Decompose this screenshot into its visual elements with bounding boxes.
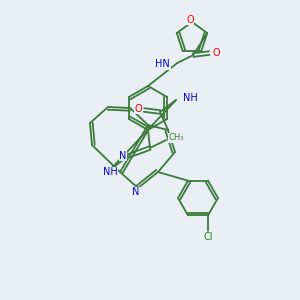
Text: HN: HN <box>155 59 170 69</box>
Text: N: N <box>119 151 127 161</box>
Text: O: O <box>212 48 220 58</box>
Text: NH: NH <box>103 167 117 177</box>
Text: CH₃: CH₃ <box>168 134 184 142</box>
Text: O: O <box>186 15 194 25</box>
Text: N: N <box>132 187 140 197</box>
Text: O: O <box>134 104 142 114</box>
Text: Cl: Cl <box>203 232 213 242</box>
Text: NH: NH <box>183 93 198 103</box>
